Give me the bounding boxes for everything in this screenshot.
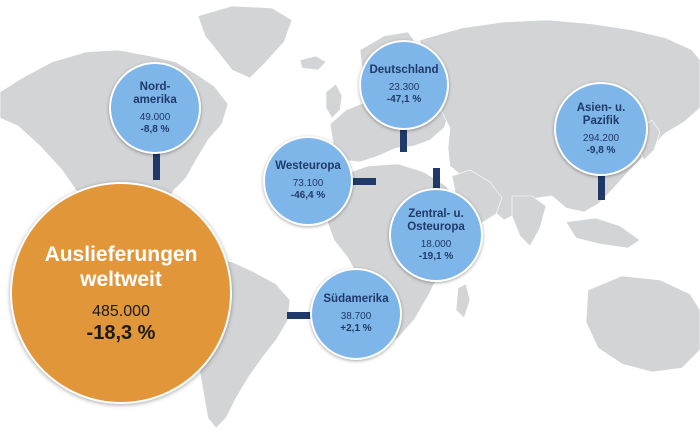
iceland-shape [299,55,327,71]
region-name: Südamerika [323,293,389,305]
southeast-asia-islands-shape [565,217,641,249]
region-change: -47,1 % [386,94,422,105]
region-name: Zentral- u. Osteuropa [407,207,465,233]
connector-deutschland [400,126,407,152]
connector-nordamerika [153,150,160,180]
total-value: 485.000 [92,302,150,320]
total-bubble: Auslieferungen weltweit 485.000 -18,3 % [10,182,232,404]
connector-zentral-osteuropa [433,168,440,194]
region-value: 18.000 [420,238,452,250]
india-shape [511,195,547,247]
region-value: 49.000 [139,111,171,123]
region-change: +2,1 % [340,323,372,334]
region-name: Deutschland [369,64,439,76]
region-value: 23.300 [388,82,420,93]
connector-westeuropa [350,178,376,185]
region-change: -9,8 % [586,144,616,156]
connector-asien-pazifik [598,172,605,200]
australia-shape [585,275,700,373]
region-value: 38.700 [340,311,372,322]
total-title: Auslieferungen weltweit [44,242,198,291]
region-change: -8,8 % [140,123,170,135]
region-bubble-zentral-osteuropa: Zentral- u. Osteuropa 18.000 -19,1 % [389,188,483,282]
uk-shape [325,83,343,119]
region-name: Westeuropa [275,160,341,172]
region-name: Nord- amerika [133,80,177,106]
connector-suedamerika [287,312,315,319]
region-value: 294.200 [582,132,620,144]
greenland-shape [197,5,293,79]
region-name: Asien- u. Pazifik [576,101,626,127]
region-value: 73.100 [292,178,324,189]
region-bubble-nordamerika: Nord- amerika 49.000 -8,8 % [109,62,201,154]
region-bubble-asien-pazifik: Asien- u. Pazifik 294.200 -9,8 % [554,82,648,176]
region-change: -46,4 % [290,190,326,201]
region-bubble-westeuropa: Westeuropa 73.100 -46,4 % [263,136,353,226]
region-bubble-deutschland: Deutschland 23.300 -47,1 % [359,40,449,130]
madagascar-shape [455,283,471,319]
region-bubble-suedamerika: Südamerika 38.700 +2,1 % [310,268,402,360]
region-change: -19,1 % [418,250,454,262]
total-change: -18,3 % [86,321,156,344]
